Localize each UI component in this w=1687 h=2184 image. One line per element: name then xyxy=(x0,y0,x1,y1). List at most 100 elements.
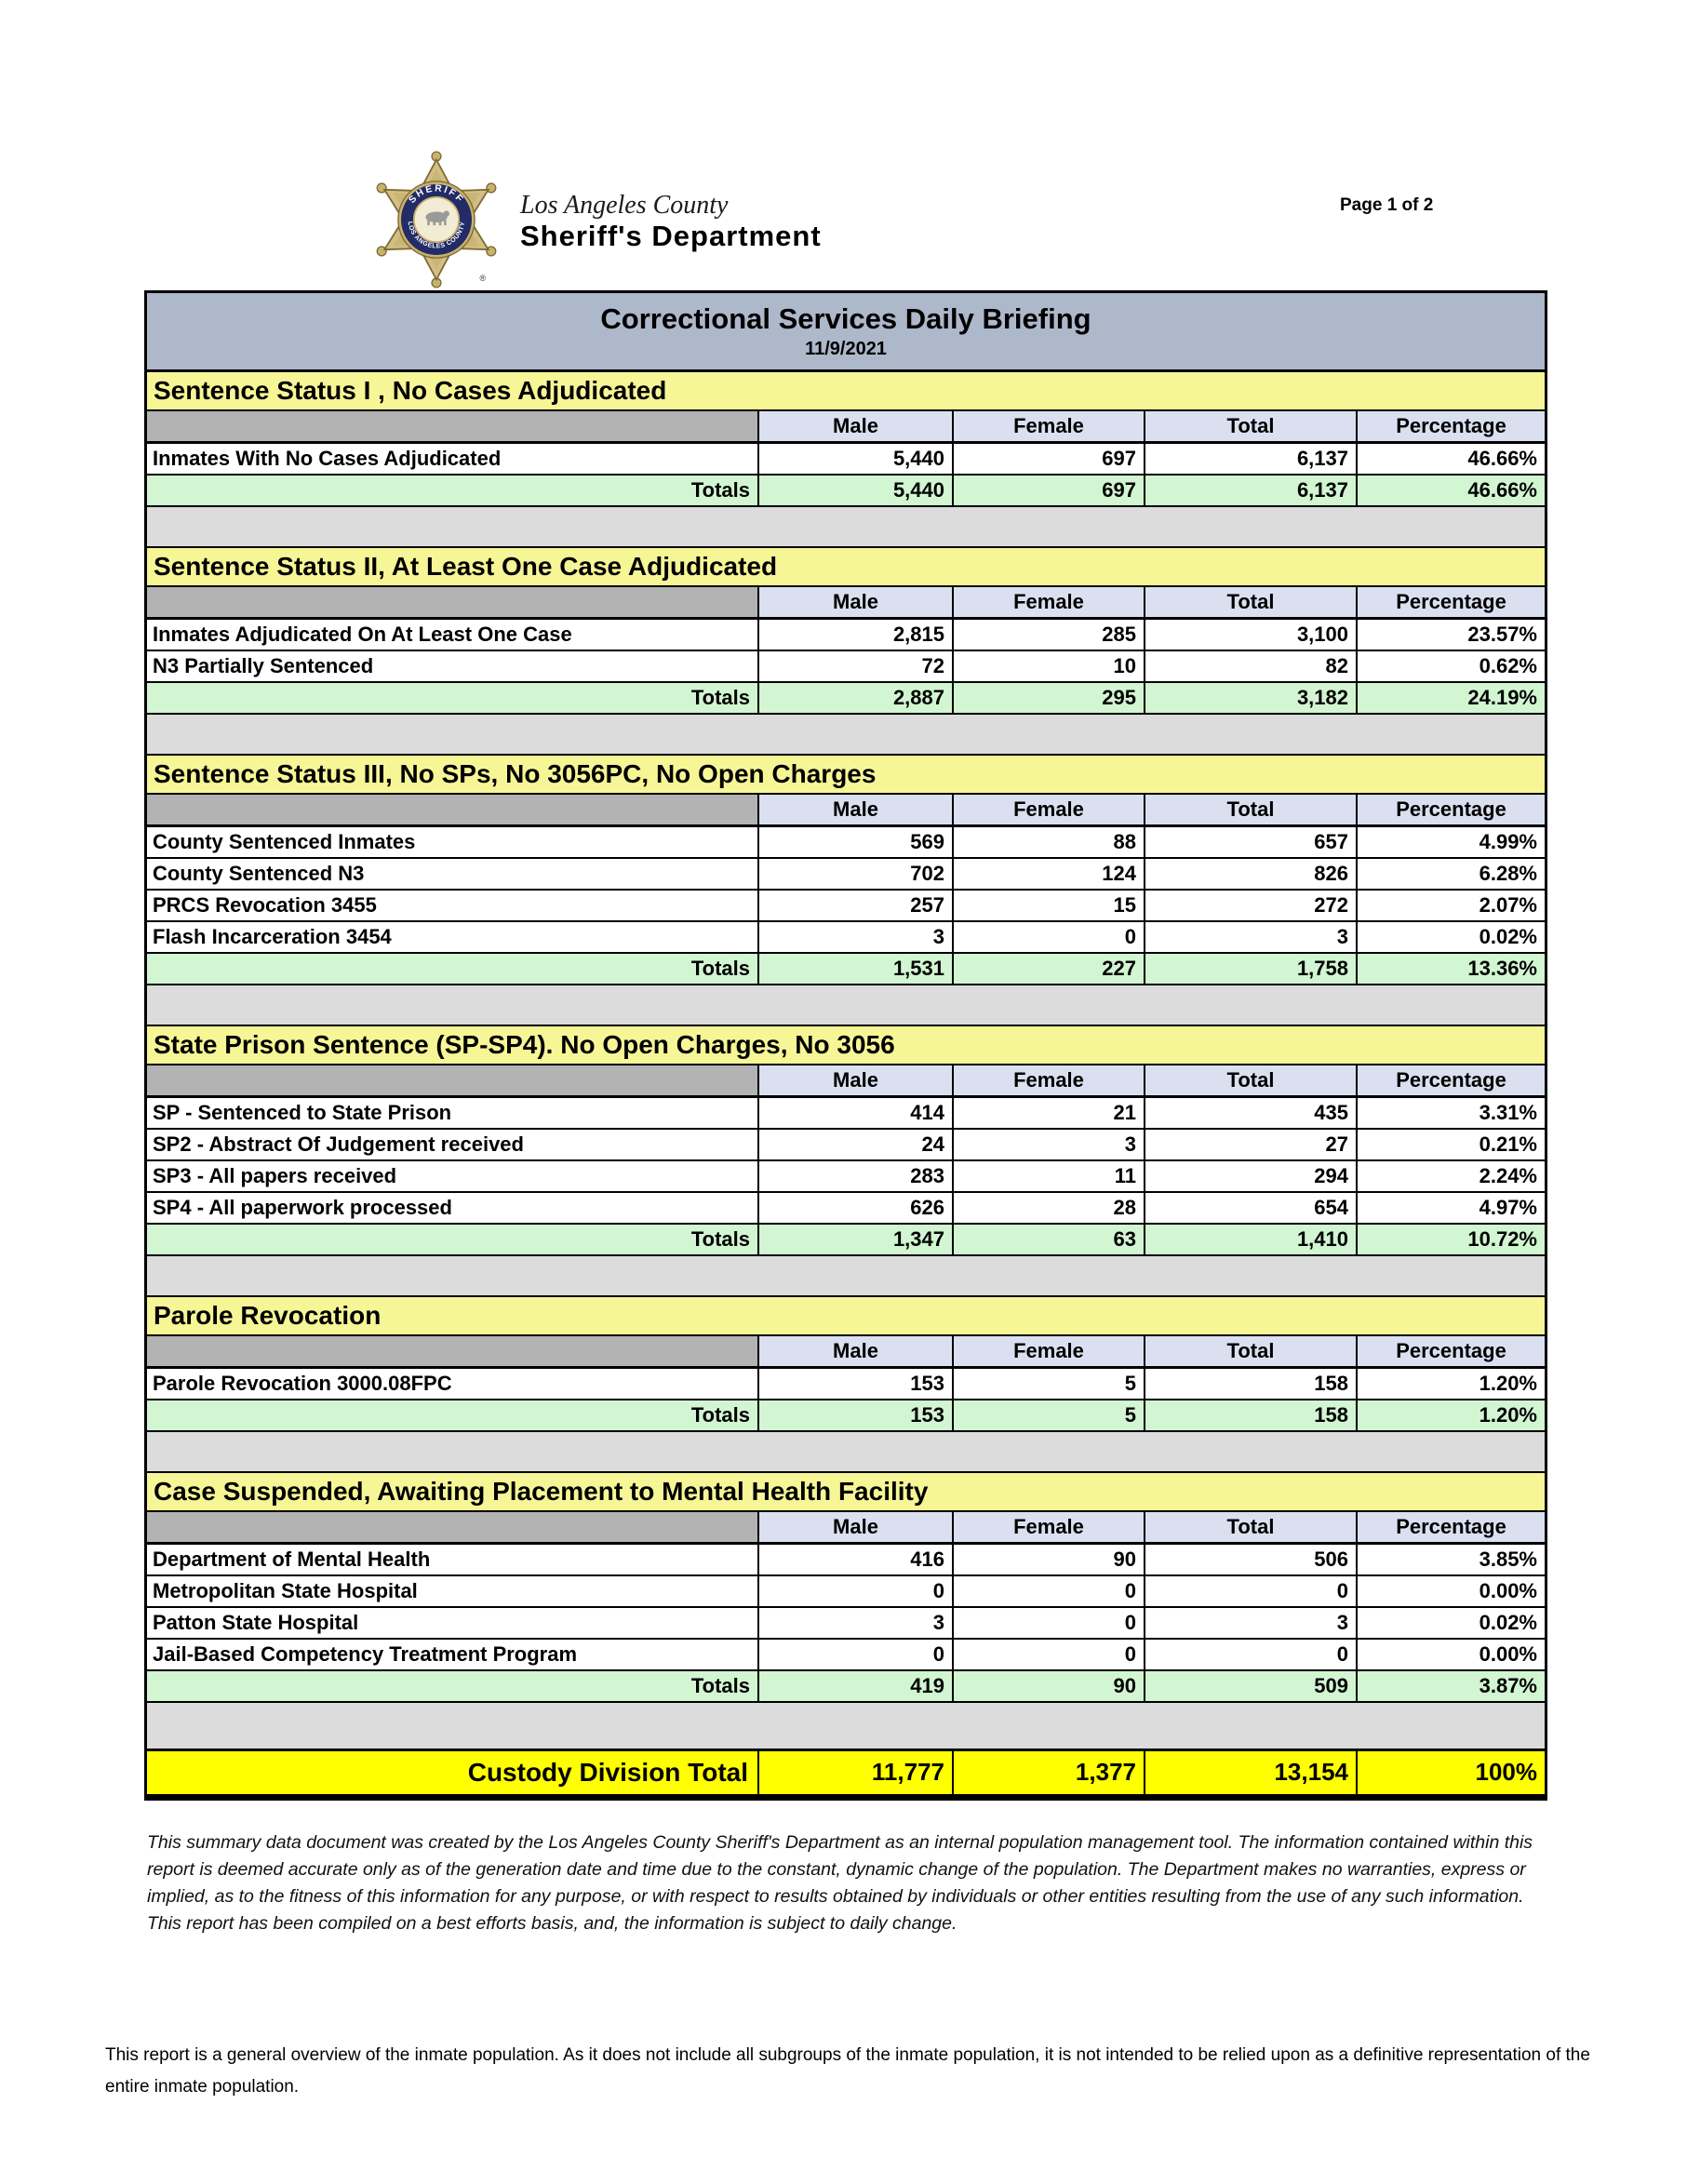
registered-mark: ® xyxy=(479,274,486,283)
totals-total: 1,758 xyxy=(1144,954,1356,984)
totals-label: Totals xyxy=(147,476,757,505)
totals-percentage: 1.20% xyxy=(1356,1400,1545,1430)
cell-male: 416 xyxy=(757,1545,952,1574)
column-header-blank xyxy=(147,1065,757,1095)
table-row: Inmates Adjudicated On At Least One Case… xyxy=(147,620,1545,651)
totals-row: Totals 1,531 227 1,758 13.36% xyxy=(147,954,1545,985)
cell-male: 702 xyxy=(757,859,952,889)
cell-total: 826 xyxy=(1144,859,1356,889)
cell-total: 82 xyxy=(1144,651,1356,681)
cell-female: 15 xyxy=(952,891,1144,920)
cell-female: 11 xyxy=(952,1161,1144,1191)
table-row: N3 Partially Sentenced 72 10 82 0.62% xyxy=(147,651,1545,683)
grand-total-percentage: 100% xyxy=(1356,1751,1545,1794)
section-header: State Prison Sentence (SP-SP4). No Open … xyxy=(147,1026,1545,1065)
table-row: Flash Incarceration 3454 3 0 3 0.02% xyxy=(147,922,1545,954)
cell-percentage: 0.02% xyxy=(1356,1608,1545,1638)
column-header-female: Female xyxy=(952,1065,1144,1095)
cell-total: 3,100 xyxy=(1144,620,1356,650)
totals-label: Totals xyxy=(147,1400,757,1430)
totals-percentage: 10.72% xyxy=(1356,1225,1545,1254)
totals-total: 3,182 xyxy=(1144,683,1356,713)
cell-male: 0 xyxy=(757,1640,952,1669)
totals-row: Totals 1,347 63 1,410 10.72% xyxy=(147,1225,1545,1256)
cell-total: 27 xyxy=(1144,1130,1356,1159)
cell-total: 435 xyxy=(1144,1098,1356,1128)
cell-male: 153 xyxy=(757,1369,952,1399)
agency-logo: SHERIFF LOS ANGELES COUNTY ® Los Angeles… xyxy=(366,149,822,290)
totals-label: Totals xyxy=(147,1671,757,1701)
totals-percentage: 3.87% xyxy=(1356,1671,1545,1701)
row-label: SP2 - Abstract Of Judgement received xyxy=(153,1132,524,1156)
row-label: Jail-Based Competency Treatment Program xyxy=(153,1642,578,1666)
column-header-row: Male Female Total Percentage xyxy=(147,1512,1545,1545)
column-header-male: Male xyxy=(757,795,952,824)
column-header-total: Total xyxy=(1144,587,1356,617)
column-header-total: Total xyxy=(1144,795,1356,824)
page-indicator: Page 1 of 2 xyxy=(1340,195,1434,215)
cell-percentage: 0.00% xyxy=(1356,1640,1545,1669)
column-header-female: Female xyxy=(952,587,1144,617)
cell-percentage: 23.57% xyxy=(1356,620,1545,650)
section-header: Case Suspended, Awaiting Placement to Me… xyxy=(147,1473,1545,1512)
column-header-total: Total xyxy=(1144,411,1356,441)
overview-note-text: This report is a general overview of the… xyxy=(105,2045,1590,2097)
row-label: Flash Incarceration 3454 xyxy=(153,925,392,948)
section-header: Sentence Status III, No SPs, No 3056PC, … xyxy=(147,756,1545,795)
cell-male: 569 xyxy=(757,827,952,857)
section-0: Sentence Status I , No Cases Adjudicated… xyxy=(147,372,1545,548)
totals-row: Totals 2,887 295 3,182 24.19% xyxy=(147,683,1545,715)
column-header-blank xyxy=(147,795,757,824)
cell-female: 90 xyxy=(952,1545,1144,1574)
column-header-percentage: Percentage xyxy=(1356,411,1545,441)
section-3: State Prison Sentence (SP-SP4). No Open … xyxy=(147,1026,1545,1297)
row-label: County Sentenced N3 xyxy=(153,862,365,885)
column-header-total: Total xyxy=(1144,1065,1356,1095)
column-header-blank xyxy=(147,411,757,441)
table-row: SP2 - Abstract Of Judgement received 24 3 2… xyxy=(147,1130,1545,1161)
totals-label: Totals xyxy=(147,954,757,984)
cell-female: 3 xyxy=(952,1130,1144,1159)
row-label: N3 Partially Sentenced xyxy=(153,654,374,677)
totals-male: 153 xyxy=(757,1400,952,1430)
grand-total-row: Custody Division Total 11,777 1,377 13,1… xyxy=(147,1751,1545,1796)
totals-female: 63 xyxy=(952,1225,1144,1254)
section-spacer xyxy=(147,507,1545,548)
section-1: Sentence Status II, At Least One Case Ad… xyxy=(147,548,1545,756)
column-header-percentage: Percentage xyxy=(1356,1065,1545,1095)
column-header-row: Male Female Total Percentage xyxy=(147,1065,1545,1098)
table-row: Jail-Based Competency Treatment Program 0… xyxy=(147,1640,1545,1671)
section-header: Parole Revocation xyxy=(147,1297,1545,1336)
totals-male: 1,531 xyxy=(757,954,952,984)
cell-male: 414 xyxy=(757,1098,952,1128)
totals-female: 697 xyxy=(952,476,1144,505)
cell-male: 2,815 xyxy=(757,620,952,650)
cell-female: 10 xyxy=(952,651,1144,681)
row-label: SP4 - All paperwork processed xyxy=(153,1196,452,1219)
report-sections: Sentence Status I , No Cases Adjudicated… xyxy=(147,372,1545,1751)
totals-percentage: 46.66% xyxy=(1356,476,1545,505)
row-label: Patton State Hospital xyxy=(153,1611,359,1634)
grand-total-total: 13,154 xyxy=(1144,1751,1356,1794)
table-row: SP3 - All papers received 283 11 294 2.24% xyxy=(147,1161,1545,1193)
totals-female: 295 xyxy=(952,683,1144,713)
cell-total: 294 xyxy=(1144,1161,1356,1191)
table-row: SP - Sentenced to State Prison 414 21 435 3.… xyxy=(147,1098,1545,1130)
column-header-total: Total xyxy=(1144,1336,1356,1366)
column-header-row: Male Female Total Percentage xyxy=(147,1336,1545,1369)
totals-row: Totals 419 90 509 3.87% xyxy=(147,1671,1545,1703)
column-header-blank xyxy=(147,587,757,617)
column-header-female: Female xyxy=(952,795,1144,824)
totals-total: 509 xyxy=(1144,1671,1356,1701)
column-header-row: Male Female Total Percentage xyxy=(147,411,1545,444)
cell-percentage: 6.28% xyxy=(1356,859,1545,889)
cell-total: 0 xyxy=(1144,1576,1356,1606)
cell-total: 272 xyxy=(1144,891,1356,920)
column-header-blank xyxy=(147,1336,757,1366)
table-row: Parole Revocation 3000.08FPC 153 5 158 1.20% xyxy=(147,1369,1545,1400)
section-2: Sentence Status III, No SPs, No 3056PC, … xyxy=(147,756,1545,1026)
table-row: PRCS Revocation 3455 257 15 272 2.07% xyxy=(147,891,1545,922)
cell-female: 0 xyxy=(952,1608,1144,1638)
cell-percentage: 3.31% xyxy=(1356,1098,1545,1128)
